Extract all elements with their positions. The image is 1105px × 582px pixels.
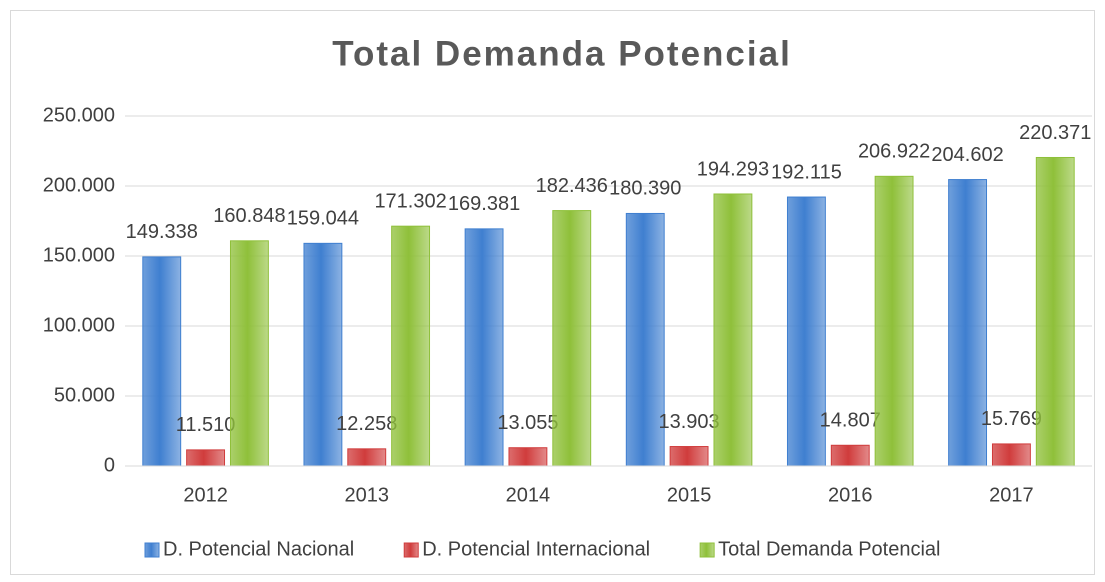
data-label: 14.807 <box>820 410 881 432</box>
bar <box>948 179 988 467</box>
y-tick-label: 150.000 <box>43 244 115 266</box>
bar <box>303 242 343 467</box>
legend-label: D. Potencial Internacional <box>422 538 650 560</box>
data-label: 12.258 <box>336 413 397 435</box>
bar <box>391 225 431 467</box>
x-tick-label: 2014 <box>506 484 551 506</box>
legend-swatch <box>699 542 715 558</box>
legend-label: Total Demanda Potencial <box>718 538 940 560</box>
data-label: 13.903 <box>658 411 719 433</box>
data-label: 149.338 <box>126 221 198 243</box>
data-label: 192.115 <box>771 161 842 183</box>
bar <box>142 256 182 467</box>
data-label: 220.371 <box>1019 122 1091 144</box>
y-tick-label: 250.000 <box>43 104 115 126</box>
bar <box>464 228 504 467</box>
x-tick-label: 2015 <box>667 484 712 506</box>
bar <box>874 175 914 467</box>
data-label: 11.510 <box>176 414 236 436</box>
bar <box>1035 156 1075 467</box>
bar <box>625 212 665 467</box>
bar <box>229 240 269 467</box>
legend-swatch <box>403 542 419 558</box>
data-label: 15.769 <box>981 408 1042 430</box>
data-label: 169.381 <box>448 193 520 215</box>
x-tick-label: 2016 <box>828 484 873 506</box>
y-tick-label: 50.000 <box>54 384 115 406</box>
data-label: 13.055 <box>497 412 558 434</box>
bar <box>186 449 226 467</box>
x-tick-label: 2012 <box>183 484 228 506</box>
bar <box>991 443 1031 467</box>
data-label: 180.390 <box>609 178 681 200</box>
legend-swatch <box>144 542 160 558</box>
bar <box>669 446 709 467</box>
data-label: 194.293 <box>697 158 769 180</box>
bar <box>713 193 753 467</box>
x-tick-label: 2017 <box>989 484 1034 506</box>
y-tick-label: 0 <box>104 454 115 476</box>
y-tick-label: 100.000 <box>43 314 115 336</box>
data-label: 171.302 <box>374 190 446 212</box>
data-label: 159.044 <box>287 208 359 230</box>
bar <box>508 447 548 467</box>
data-label: 206.922 <box>858 141 930 163</box>
data-label: 182.436 <box>536 175 608 197</box>
bar <box>830 444 870 467</box>
x-tick-label: 2013 <box>345 484 390 506</box>
data-label: 204.602 <box>931 144 1003 166</box>
bar <box>347 448 387 467</box>
legend-label: D. Potencial Nacional <box>163 538 354 560</box>
chart-title: Total Demanda Potencial <box>332 34 792 73</box>
data-label: 160.848 <box>213 205 285 227</box>
y-tick-label: 200.000 <box>43 174 115 196</box>
bar <box>786 196 826 467</box>
bar <box>552 210 592 467</box>
